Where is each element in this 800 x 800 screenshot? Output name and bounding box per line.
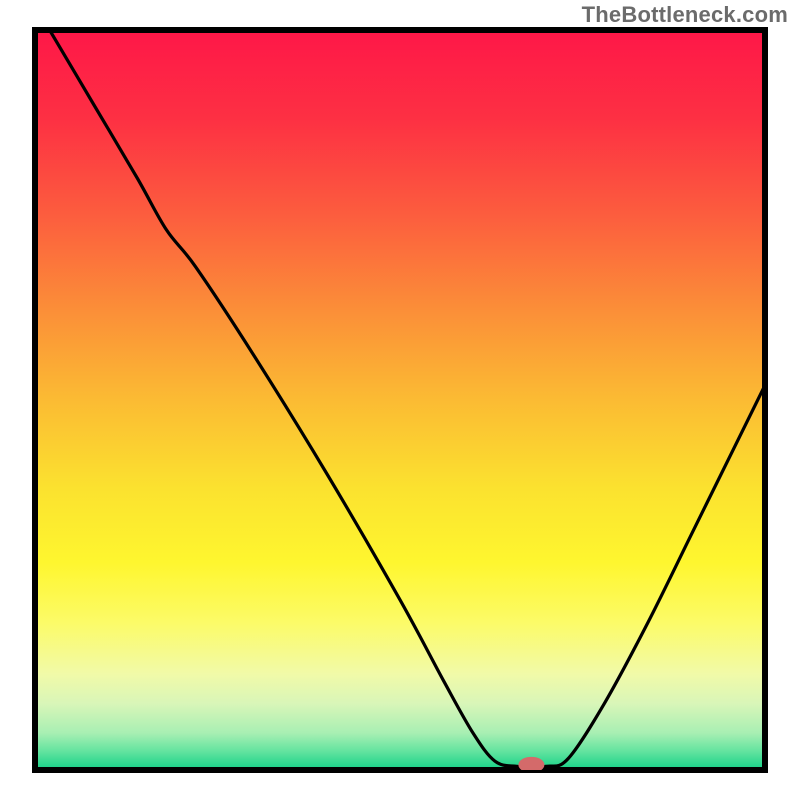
chart-container: TheBottleneck.com: [0, 0, 800, 800]
plot-background: [35, 30, 765, 770]
bottleneck-chart: [0, 0, 800, 800]
branding-text: TheBottleneck.com: [582, 2, 788, 28]
